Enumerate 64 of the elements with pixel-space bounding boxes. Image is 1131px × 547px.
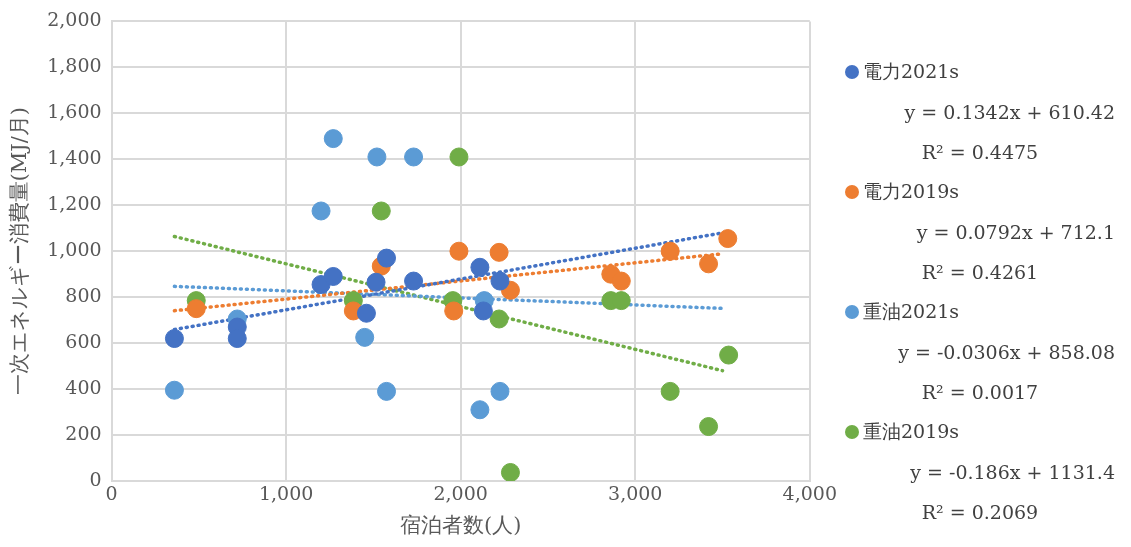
point: [500, 463, 520, 481]
point: [718, 229, 738, 249]
legend-label: 重油2021s: [863, 299, 960, 324]
x-tick-label: 4,000: [782, 482, 838, 505]
point: [371, 201, 391, 221]
point: [367, 147, 387, 167]
point: [611, 271, 631, 291]
point: [699, 417, 719, 437]
y-tick-label: 0: [89, 467, 102, 490]
point: [377, 248, 397, 268]
point: [186, 299, 206, 319]
point: [164, 329, 184, 349]
point: [449, 241, 469, 261]
y-tick-label: 200: [65, 421, 102, 444]
text: R² = 0.4261: [920, 260, 1040, 285]
point: [323, 129, 343, 149]
text: y = 0.0792x + 712.1: [915, 220, 1116, 245]
point: [489, 242, 509, 262]
text: y = -0.186x + 1131.4: [909, 460, 1116, 485]
text: y = 0.1342x + 610.42: [903, 100, 1116, 125]
point: [490, 381, 510, 401]
point: [699, 254, 719, 274]
point: [377, 381, 397, 401]
x-tick-label: 2,000: [433, 482, 488, 505]
text: R² = 0.2069: [920, 500, 1040, 525]
y-tick-label: 1,600: [47, 100, 102, 123]
y-tick-label: 2,000: [47, 8, 102, 31]
point: [470, 400, 490, 420]
point: [366, 272, 386, 292]
point: [660, 381, 680, 401]
x-tick-label: 3,000: [608, 482, 663, 505]
y-tick-label: 1,000: [47, 238, 102, 261]
text: R² = 0.0017: [920, 380, 1040, 405]
legend-label: 電力2021s: [863, 59, 960, 84]
legend-label: 電力2019s: [863, 179, 960, 204]
point: [490, 271, 510, 291]
x-axis-title: 宿泊者数(人): [400, 512, 522, 537]
point: [323, 266, 343, 286]
legend-label: 重油2019s: [863, 419, 960, 444]
point: [404, 147, 424, 167]
point: [227, 329, 247, 349]
y-tick-label: 600: [65, 330, 102, 353]
y-tick-label: 1,800: [47, 54, 102, 77]
point: [355, 327, 375, 347]
y-tick-label: 1,400: [47, 146, 102, 169]
y-axis-title: 一次エネルギー消費量(MJ/月): [7, 107, 32, 396]
point: [473, 301, 493, 321]
text: R² = 0.4475: [920, 140, 1040, 165]
point: [444, 301, 464, 321]
point: [449, 147, 469, 167]
y-tick-label: 800: [65, 284, 102, 307]
point: [404, 271, 424, 291]
point: [311, 201, 331, 221]
y-tick-label: 1,200: [47, 192, 102, 215]
point: [660, 241, 680, 261]
point: [356, 303, 376, 323]
text: y = -0.0306x + 858.08: [897, 340, 1116, 365]
point: [470, 257, 490, 277]
y-tick-label: 400: [65, 376, 102, 399]
point: [719, 345, 739, 365]
point: [164, 380, 184, 400]
x-tick-label: 1,000: [258, 482, 314, 505]
x-tick-label: 0: [105, 482, 118, 505]
point: [489, 309, 509, 329]
